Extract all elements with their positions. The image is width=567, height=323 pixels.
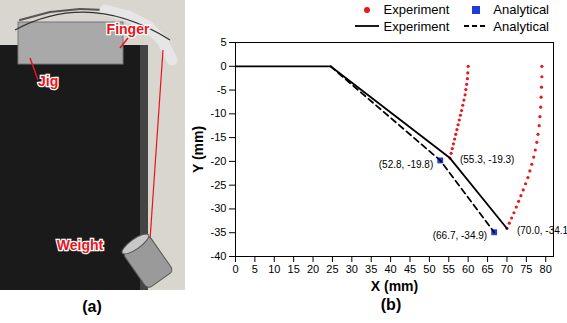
html-text:Analytical: Analytical <box>493 18 549 34</box>
svg-text:-40: -40 <box>211 250 227 262</box>
svg-text:-10: -10 <box>211 107 227 119</box>
svg-text:-30: -30 <box>211 202 227 214</box>
html-text:Experiment: Experiment <box>383 2 450 17</box>
svg-text:Jig: Jig <box>38 73 58 89</box>
svg-text:-5: -5 <box>217 84 227 96</box>
svg-text:-20: -20 <box>211 155 227 167</box>
svg-text:70: 70 <box>501 263 513 275</box>
svg-text:80: 80 <box>540 263 552 275</box>
svg-text:65: 65 <box>481 263 493 275</box>
svg-text:50: 50 <box>423 263 435 275</box>
svg-text:5: 5 <box>220 36 226 48</box>
svg-text:25: 25 <box>326 263 338 275</box>
svg-text:75: 75 <box>520 263 532 275</box>
svg-text:(66.7, -34.9): (66.7, -34.9) <box>433 230 487 241</box>
svg-text:-35: -35 <box>211 226 227 238</box>
svg-text:(52.8, -19.8): (52.8, -19.8) <box>379 159 433 170</box>
svg-text:35: 35 <box>365 263 377 275</box>
svg-text:Finger: Finger <box>107 21 150 37</box>
svg-text:55: 55 <box>443 263 455 275</box>
svg-text:40: 40 <box>384 263 396 275</box>
svg-text:(70.0, -34.1): (70.0, -34.1) <box>517 225 567 236</box>
svg-text:(a): (a) <box>82 298 102 315</box>
svg-text:15: 15 <box>288 263 300 275</box>
svg-text:5: 5 <box>252 263 258 275</box>
svg-text:-15: -15 <box>211 131 227 143</box>
svg-text:60: 60 <box>462 263 474 275</box>
svg-text:30: 30 <box>346 263 358 275</box>
html-text:Analytical: Analytical <box>493 2 549 17</box>
svg-text:Weight: Weight <box>57 237 104 253</box>
svg-text:(55.3, -19.3): (55.3, -19.3) <box>460 154 514 165</box>
html-text:(b): (b) <box>380 296 402 313</box>
svg-text:20: 20 <box>307 263 319 275</box>
svg-text:45: 45 <box>404 263 416 275</box>
svg-text:Y (mm): Y (mm) <box>190 126 206 173</box>
svg-text:-25: -25 <box>211 179 227 191</box>
svg-text:0: 0 <box>232 263 238 275</box>
svg-text:10: 10 <box>268 263 280 275</box>
svg-text:X (mm): X (mm) <box>371 278 418 294</box>
svg-text:0: 0 <box>220 60 226 72</box>
html-text:Experiment: Experiment <box>383 18 450 34</box>
